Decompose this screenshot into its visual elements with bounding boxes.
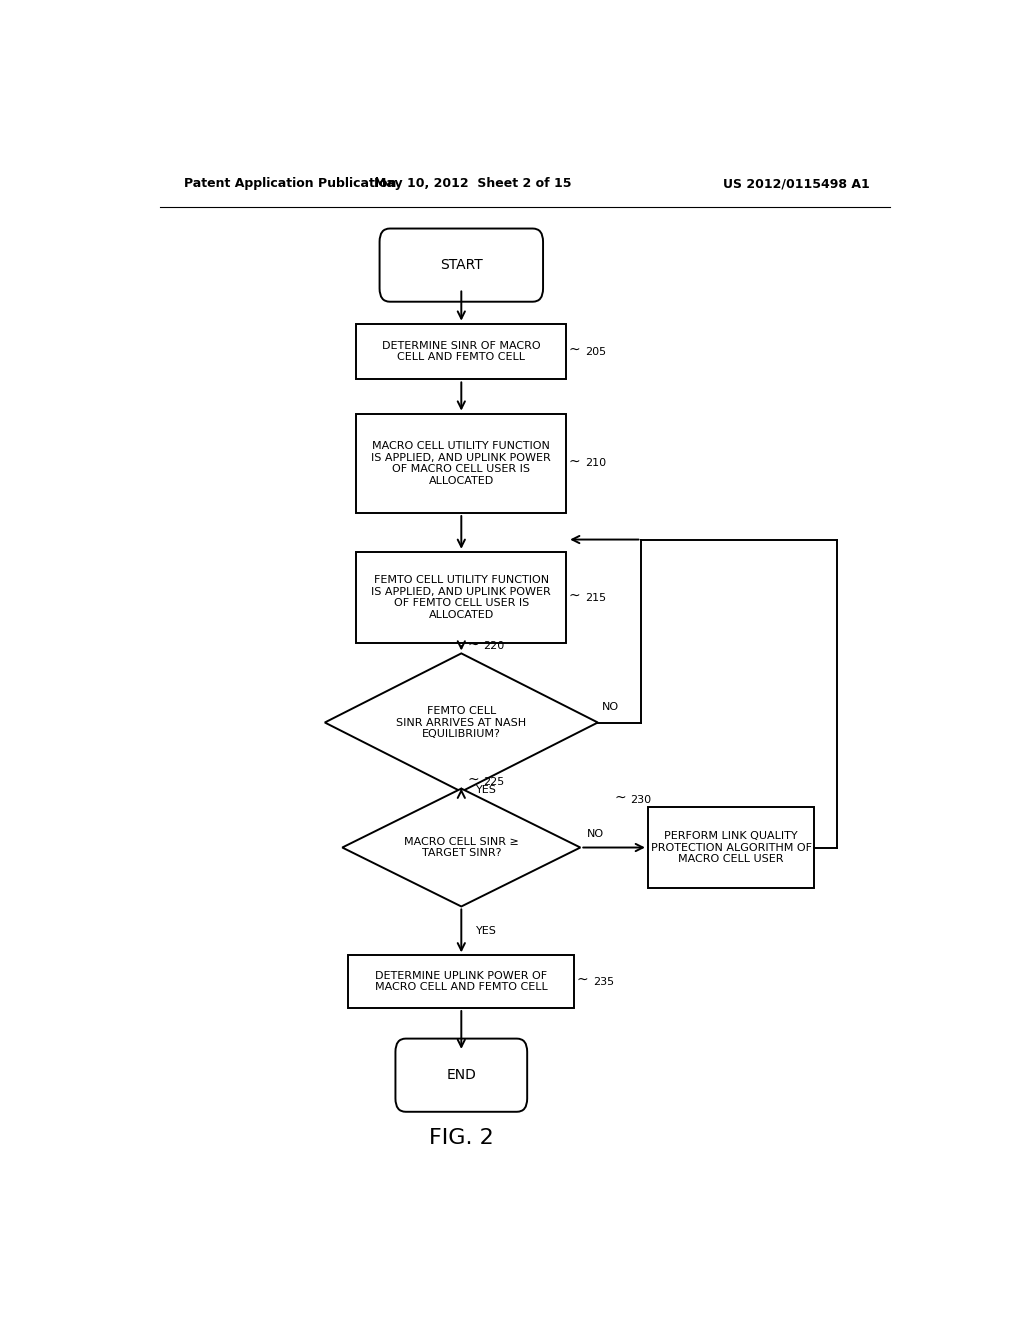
Text: 235: 235 [593,977,613,987]
Text: 210: 210 [585,458,606,469]
Polygon shape [342,788,581,907]
Text: YES: YES [475,785,497,795]
Bar [356,413,566,513]
Text: Patent Application Publication: Patent Application Publication [183,177,396,190]
Text: ~: ~ [468,772,479,787]
Text: 215: 215 [585,593,606,602]
Text: START: START [440,259,482,272]
Text: DETERMINE UPLINK POWER OF
MACRO CELL AND FEMTO CELL: DETERMINE UPLINK POWER OF MACRO CELL AND… [375,972,548,993]
Text: 230: 230 [631,795,651,805]
Text: FEMTO CELL
SINR ARRIVES AT NASH
EQUILIBRIUM?: FEMTO CELL SINR ARRIVES AT NASH EQUILIBR… [396,706,526,739]
Text: 220: 220 [483,642,505,651]
Text: ~: ~ [468,638,479,651]
Polygon shape [325,653,598,792]
Text: PERFORM LINK QUALITY
PROTECTION ALGORITHM OF
MACRO CELL USER: PERFORM LINK QUALITY PROTECTION ALGORITH… [650,830,812,865]
Text: NO: NO [602,702,618,713]
Bar [356,323,566,379]
Text: FEMTO CELL UTILITY FUNCTION
IS APPLIED, AND UPLINK POWER
OF FEMTO CELL USER IS
A: FEMTO CELL UTILITY FUNCTION IS APPLIED, … [372,576,551,620]
Text: US 2012/0115498 A1: US 2012/0115498 A1 [723,177,870,190]
Text: ~: ~ [569,454,581,469]
Text: May 10, 2012  Sheet 2 of 15: May 10, 2012 Sheet 2 of 15 [375,177,572,190]
FancyBboxPatch shape [380,228,543,302]
Text: DETERMINE SINR OF MACRO
CELL AND FEMTO CELL: DETERMINE SINR OF MACRO CELL AND FEMTO C… [382,341,541,362]
Text: MACRO CELL SINR ≥
TARGET SINR?: MACRO CELL SINR ≥ TARGET SINR? [403,837,519,858]
Text: ~: ~ [569,589,581,602]
Text: NO: NO [587,829,604,840]
Text: ~: ~ [569,343,581,356]
Text: 225: 225 [483,776,505,787]
Bar [348,956,574,1008]
Bar [356,552,566,643]
Text: FIG. 2: FIG. 2 [429,1129,494,1148]
Text: ~: ~ [577,973,589,987]
Text: YES: YES [475,925,497,936]
Text: MACRO CELL UTILITY FUNCTION
IS APPLIED, AND UPLINK POWER
OF MACRO CELL USER IS
A: MACRO CELL UTILITY FUNCTION IS APPLIED, … [372,441,551,486]
FancyBboxPatch shape [395,1039,527,1111]
Text: END: END [446,1068,476,1082]
Text: 205: 205 [585,347,606,356]
Text: ~: ~ [614,791,626,805]
Bar [648,807,814,888]
